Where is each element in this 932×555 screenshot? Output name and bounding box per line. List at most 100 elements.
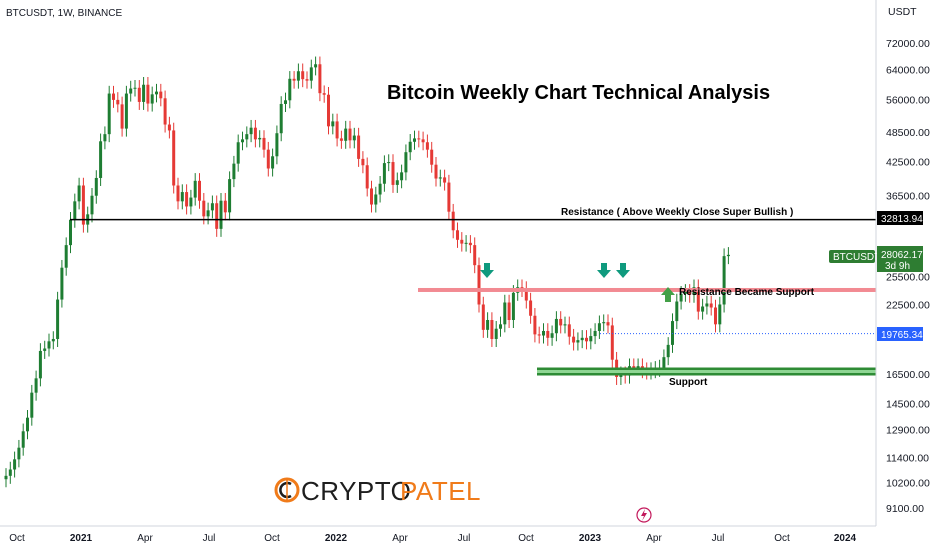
candle-body	[550, 333, 554, 338]
candle-body	[26, 417, 29, 432]
event-lightning-icon[interactable]	[636, 507, 652, 523]
flip-zone[interactable]	[418, 287, 876, 292]
candle-body	[567, 324, 571, 337]
price-tick-label: 64000.00	[886, 64, 930, 76]
candle-body	[339, 138, 343, 141]
candle-body	[400, 172, 404, 181]
candle-body	[696, 287, 700, 312]
candle-body	[563, 324, 567, 326]
candle-body	[589, 336, 593, 342]
candle-body	[266, 149, 270, 169]
support-zone-highlight	[537, 370, 876, 374]
candle-body	[597, 323, 601, 331]
candle-body	[662, 357, 666, 368]
candle-body	[705, 303, 709, 307]
candle-body	[249, 127, 253, 135]
candle-body	[43, 348, 47, 351]
candle-body	[585, 337, 588, 342]
candle-body	[572, 336, 576, 343]
candle-body	[90, 195, 94, 215]
candle-body	[210, 203, 214, 211]
candle-body	[305, 79, 309, 81]
candle-body	[331, 121, 335, 127]
time-tick-label: 2022	[325, 533, 348, 544]
price-axis-unit: USDT	[888, 6, 917, 18]
candle-body	[103, 134, 107, 142]
candle-body	[322, 93, 326, 95]
candle-body	[417, 138, 421, 140]
candle-body	[51, 338, 55, 342]
price-axis[interactable]: 72000.00 64000.00 56000.00 48500.00 42500.00…	[886, 38, 930, 515]
candle-body	[357, 135, 361, 159]
candle-body	[47, 341, 51, 349]
time-tick-label: Jul	[203, 533, 216, 544]
symbol-info[interactable]: BTCUSDT, 1W, BINANCE	[6, 8, 122, 19]
resistance-price-tag	[877, 211, 923, 225]
candle-body	[477, 265, 481, 305]
candle-body	[636, 366, 640, 368]
candle-body	[606, 322, 610, 326]
candle-body	[382, 163, 386, 184]
time-tick-label: Jul	[712, 533, 725, 544]
time-tick-label: Jul	[458, 533, 471, 544]
candle-body	[314, 64, 318, 68]
price-tick-label: 9100.00	[886, 503, 924, 515]
time-tick-label: Apr	[392, 533, 408, 544]
candle-body	[387, 162, 391, 164]
candle-body	[542, 330, 545, 336]
candle-body	[296, 71, 300, 81]
price-tick-label: 22500.00	[886, 299, 930, 311]
candle-body	[215, 203, 219, 229]
candle-body	[279, 103, 283, 134]
candle-body	[481, 304, 485, 330]
candle-body	[309, 67, 313, 81]
candle-body	[163, 98, 167, 125]
candle-body	[537, 334, 541, 336]
candle-body	[167, 124, 171, 131]
candle-body	[413, 138, 416, 142]
candle-body	[546, 330, 550, 338]
candle-body	[425, 142, 429, 150]
candle-body	[507, 302, 511, 321]
candle-body	[361, 158, 365, 166]
candle-body	[301, 71, 305, 80]
candle-body	[223, 200, 227, 213]
candle-body	[365, 165, 369, 189]
time-tick-label: Oct	[774, 533, 790, 544]
candle-body	[499, 324, 502, 329]
up-arrow-icon	[661, 287, 675, 302]
candle-body	[150, 94, 154, 104]
candle-body	[34, 378, 38, 393]
dotted-level-tag	[877, 327, 923, 341]
candle-body	[262, 137, 266, 150]
candle-body	[198, 180, 201, 201]
flip-zone-label: Resistance Became Support	[679, 287, 815, 298]
candle-body	[335, 121, 339, 139]
candle-body	[129, 88, 133, 94]
candle-body	[503, 302, 507, 325]
last-symbol-tag	[829, 250, 875, 263]
candle-body	[344, 128, 348, 141]
candle-body	[4, 475, 8, 480]
candle-body	[64, 245, 68, 268]
time-axis[interactable]: Oct 2021 Apr Jul Oct 2022 Apr Jul Oct 2023 Apr Jul O…	[9, 533, 856, 544]
candle-body	[632, 366, 636, 368]
candle-body	[683, 291, 687, 294]
candle-body	[348, 128, 352, 141]
price-tick-label: 16500.00	[886, 369, 930, 381]
candle-body	[142, 84, 146, 102]
price-tick-label: 56000.00	[886, 94, 930, 106]
candle-body	[378, 183, 382, 195]
candle-body	[430, 149, 434, 165]
time-tick-label: Oct	[518, 533, 534, 544]
candle-body	[56, 299, 60, 339]
brand-name-part1: CRYPTO	[301, 476, 411, 506]
candle-body	[610, 325, 614, 360]
candle-body	[232, 163, 236, 180]
candle-body	[679, 293, 683, 302]
candle-body	[77, 185, 81, 202]
candle-body	[13, 459, 17, 470]
candle-body	[202, 200, 206, 217]
